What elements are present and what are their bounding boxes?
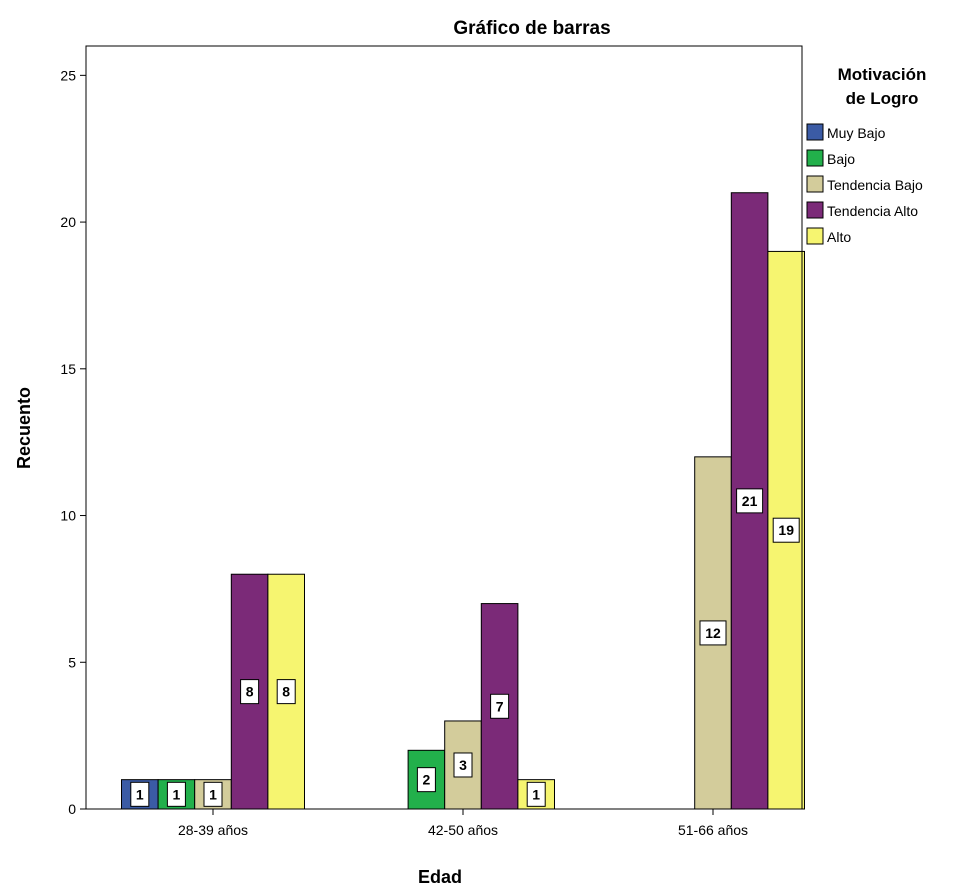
data-label-box <box>699 620 727 646</box>
data-label: 1 <box>532 786 540 802</box>
y-tick-label: 0 <box>68 801 76 817</box>
data-label: 2 <box>423 772 431 788</box>
legend-label: Tendencia Bajo <box>827 177 923 193</box>
data-label-box <box>772 517 800 543</box>
data-label-box <box>490 693 510 719</box>
data-label-box <box>130 781 150 807</box>
y-axis-title: Recuento <box>14 387 34 469</box>
data-label-box <box>203 781 223 807</box>
legend-label: Alto <box>827 229 851 245</box>
data-label: 1 <box>209 786 217 802</box>
data-label-box <box>276 679 296 705</box>
data-label: 3 <box>459 757 467 773</box>
y-tick-label: 10 <box>60 508 76 524</box>
data-label-box <box>240 679 260 705</box>
legend-label: Muy Bajo <box>827 125 886 141</box>
x-tick-label: 51-66 años <box>678 822 748 838</box>
x-axis-title: Edad <box>418 867 462 887</box>
data-label-box <box>736 488 764 514</box>
data-label: 1 <box>173 786 181 802</box>
legend-label: Tendencia Alto <box>827 203 918 219</box>
data-label: 1 <box>136 786 144 802</box>
plot-frame <box>85 45 803 810</box>
data-label: 12 <box>705 625 721 641</box>
legend-swatch <box>806 149 824 167</box>
y-tick-label: 5 <box>68 654 76 670</box>
data-label: 7 <box>496 698 504 714</box>
legend-swatch <box>806 201 824 219</box>
data-label-box <box>453 752 473 778</box>
y-tick-label: 20 <box>60 214 76 230</box>
legend-swatch <box>806 175 824 193</box>
y-tick-label: 25 <box>60 67 76 83</box>
data-label: 8 <box>246 684 254 700</box>
x-tick-label: 28-39 años <box>178 822 248 838</box>
data-label-box <box>166 781 186 807</box>
x-tick-label: 42-50 años <box>428 822 498 838</box>
data-label: 8 <box>282 684 290 700</box>
y-tick-label: 15 <box>60 361 76 377</box>
data-label-box <box>526 781 546 807</box>
legend-title-line-2: de Logro <box>846 89 919 108</box>
legend-swatch <box>806 123 824 141</box>
legend-title-line-1: Motivación <box>838 65 927 84</box>
chart-title: Gráfico de barras <box>453 18 610 39</box>
data-label: 19 <box>778 522 794 538</box>
legend-swatch <box>806 227 824 245</box>
data-label: 21 <box>742 493 758 509</box>
legend-label: Bajo <box>827 151 855 167</box>
legend: Motivación de Logro Muy Bajo Bajo Tendencia … <box>806 65 927 245</box>
data-label-box <box>416 767 436 793</box>
